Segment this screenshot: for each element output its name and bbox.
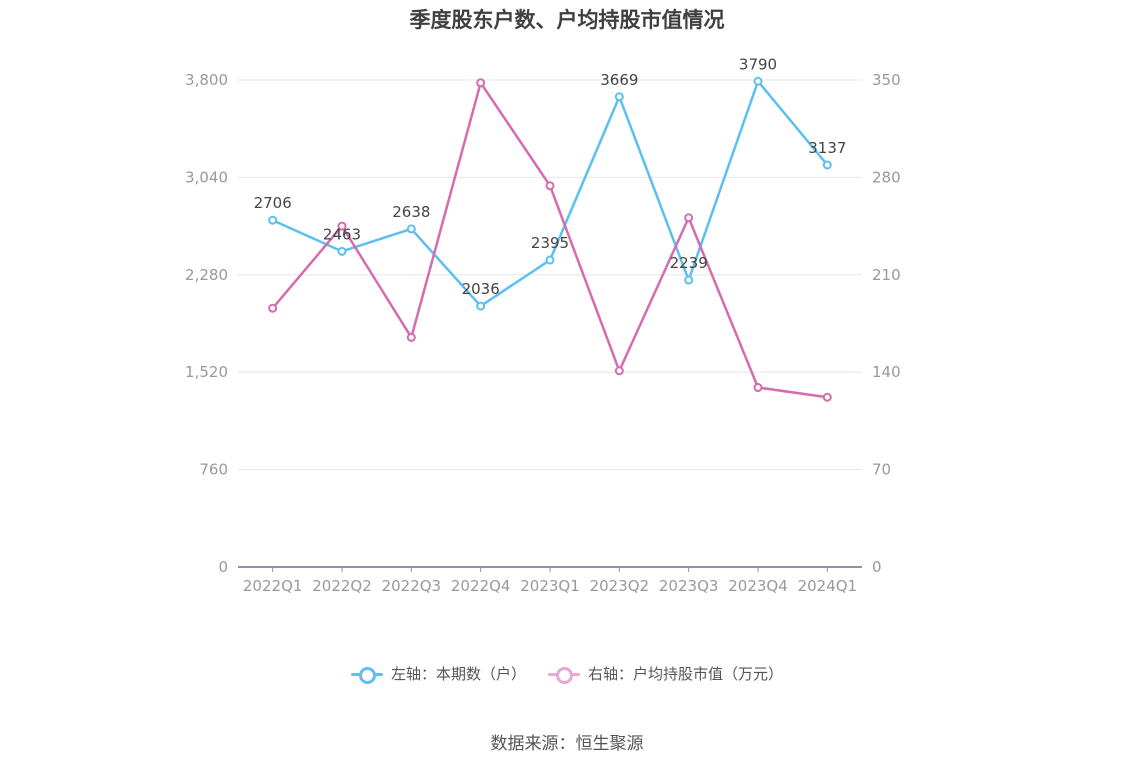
data-label: 2395 <box>531 234 569 252</box>
legend-item-right-series[interactable]: 右轴：户均持股市值（万元） <box>548 663 783 684</box>
data-point-left[interactable] <box>614 92 624 102</box>
data-point-right[interactable] <box>337 221 347 231</box>
x-tick-label: 2023Q3 <box>659 577 719 595</box>
data-point-right[interactable] <box>268 303 278 313</box>
data-label: 2638 <box>392 203 430 221</box>
data-label: 2036 <box>462 280 500 298</box>
data-label: 3137 <box>808 139 846 157</box>
y-left-tick-label: 3,040 <box>185 168 228 186</box>
data-point-right[interactable] <box>406 332 416 342</box>
data-point-left[interactable] <box>822 160 832 170</box>
chart-legend: 左轴：本期数（户） 右轴：户均持股市值（万元） <box>0 663 1134 684</box>
data-point-right[interactable] <box>545 181 555 191</box>
data-label: 3669 <box>600 71 638 89</box>
source-note: 数据来源：恒生聚源 <box>490 734 644 754</box>
data-point-left[interactable] <box>545 255 555 265</box>
legend-left-series-marker-icon <box>350 666 383 684</box>
y-right-tick-label: 280 <box>872 168 901 186</box>
data-point-right[interactable] <box>822 392 832 402</box>
legend-item-left-series[interactable]: 左轴：本期数（户） <box>350 663 526 684</box>
data-point-right[interactable] <box>753 383 763 393</box>
data-label: 2239 <box>670 254 708 272</box>
data-labels: 2706 2463 2638 2036 2395 3669 2239 3790 3137 <box>254 55 847 298</box>
axes: 0 0 760 70 1,520 140 2,280 210 3,040 280 3,800 350 2… <box>185 71 901 595</box>
data-label: 2463 <box>323 225 361 243</box>
y-left-tick-label: 3,800 <box>185 71 228 89</box>
legend-right-series-marker-icon <box>548 666 580 684</box>
grid-lines <box>238 79 862 471</box>
data-point-left[interactable] <box>406 224 416 234</box>
data-point-left[interactable] <box>753 76 763 86</box>
x-tick-label: 2022Q4 <box>451 577 511 595</box>
chart-title: 季度股东户数、户均持股市值情况 <box>409 8 725 32</box>
data-point-right[interactable] <box>614 366 624 376</box>
y-left-tick-label: 1,520 <box>185 363 228 381</box>
data-point-right[interactable] <box>684 213 694 223</box>
data-point-right[interactable] <box>476 78 486 88</box>
series-line-left <box>272 80 829 308</box>
data-label: 2706 <box>254 194 292 212</box>
x-tick-label: 2023Q4 <box>728 577 788 595</box>
x-tick-label: 2023Q2 <box>590 577 650 595</box>
x-tick-label: 2022Q2 <box>312 577 372 595</box>
y-left-tick-label: 0 <box>218 558 228 576</box>
data-point-left[interactable] <box>268 215 278 225</box>
x-tick-label: 2022Q1 <box>243 577 303 595</box>
data-label: 3790 <box>739 55 777 73</box>
data-point-left[interactable] <box>684 275 694 285</box>
x-tick-label: 2023Q1 <box>520 577 580 595</box>
y-left-tick-label: 760 <box>199 461 228 479</box>
y-right-tick-label: 70 <box>872 461 891 479</box>
series-lines <box>268 76 832 402</box>
legend-right-series-label: 右轴：户均持股市值（万元） <box>588 665 784 683</box>
data-point-left[interactable] <box>476 301 486 311</box>
x-tick-label: 2024Q1 <box>798 577 858 595</box>
y-right-tick-label: 0 <box>872 558 882 576</box>
x-tick-label: 2022Q3 <box>382 577 442 595</box>
y-left-tick-label: 2,280 <box>185 266 228 284</box>
data-point-left[interactable] <box>337 246 347 256</box>
legend-left-series-label: 左轴：本期数（户） <box>390 665 526 683</box>
y-right-tick-label: 210 <box>872 266 901 284</box>
y-right-tick-label: 140 <box>872 363 901 381</box>
y-right-tick-label: 350 <box>872 71 901 89</box>
